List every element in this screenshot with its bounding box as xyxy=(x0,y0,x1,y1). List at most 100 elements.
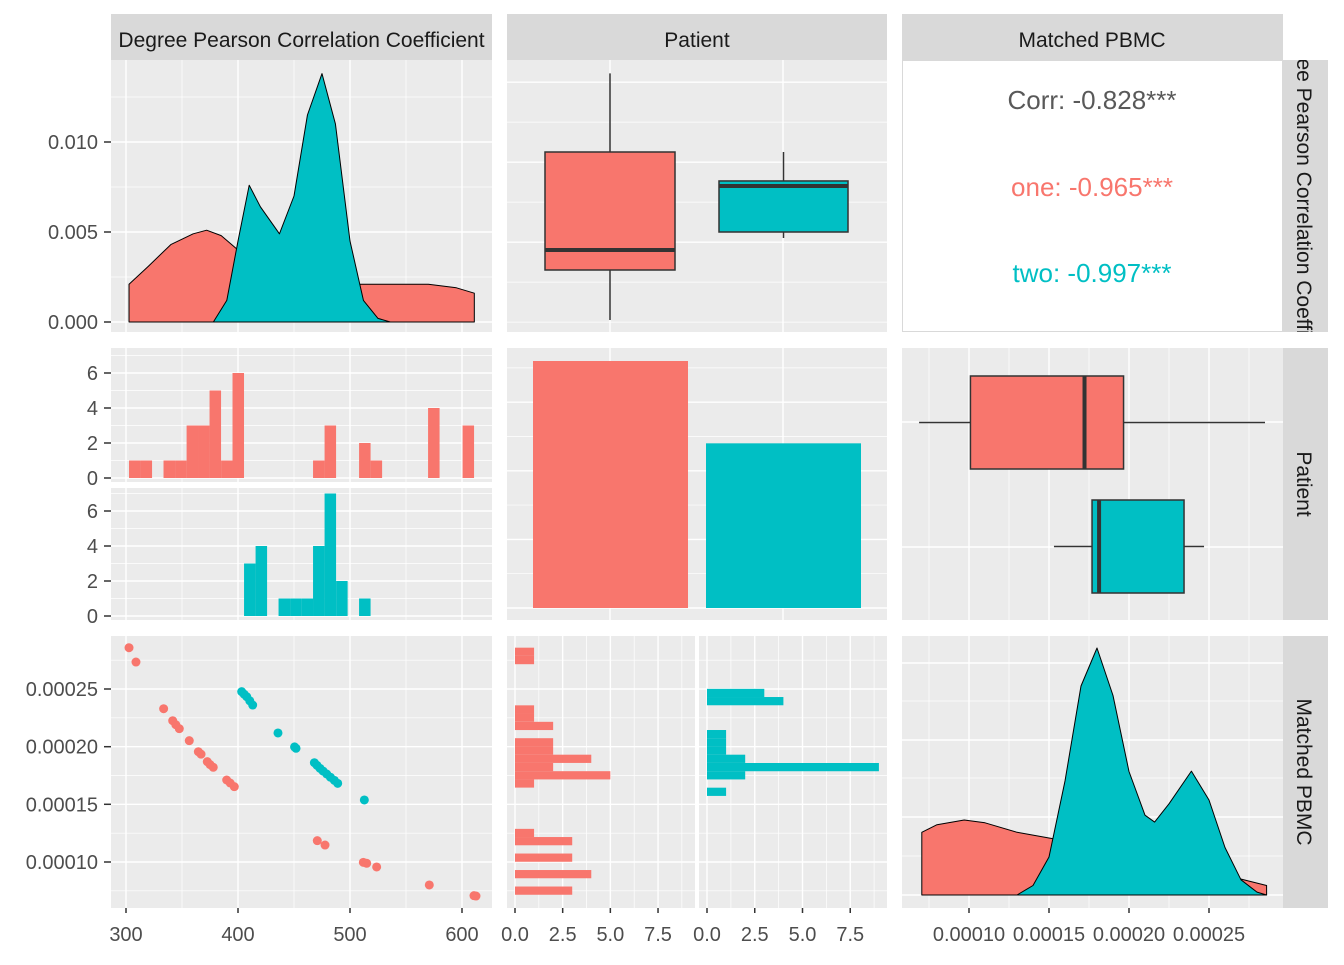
strip-col-1 xyxy=(111,14,492,60)
density-pearson-panel-content xyxy=(111,60,492,332)
box-two xyxy=(1091,499,1185,594)
histogram-bar-one xyxy=(175,460,187,478)
histogram-bar-one xyxy=(515,870,592,879)
boxplot-pbmc-panel xyxy=(902,348,1283,620)
density-area-two xyxy=(1016,647,1268,896)
box-one xyxy=(544,151,676,271)
x-tick-label: 0.00020 xyxy=(1093,924,1165,946)
histogram-bar-one xyxy=(221,460,233,478)
histogram-pearson-one-content xyxy=(111,348,492,482)
scatter-point-two xyxy=(248,700,258,710)
density-pbmc-panel-content xyxy=(902,636,1283,908)
scatter-point-two xyxy=(333,778,343,788)
histogram-bar-one xyxy=(462,425,475,478)
boxplot-pbmc-panel-content xyxy=(902,348,1283,620)
histogram-bar-one xyxy=(313,460,325,478)
histogram-bar-two xyxy=(359,598,371,616)
y-tick-label: 0.00010 xyxy=(26,852,98,874)
histogram-bar-two xyxy=(336,581,348,616)
histogram-bar-two xyxy=(707,771,746,780)
box-two xyxy=(718,180,849,233)
histogram-bar-one xyxy=(209,390,222,478)
histogram-bar-two xyxy=(278,598,291,616)
histogram-bar-one xyxy=(324,425,337,478)
scatter-point-one xyxy=(174,724,184,734)
histogram-bar-two xyxy=(301,598,314,616)
histogram-bar-two xyxy=(290,598,302,616)
x-tick-label: 300 xyxy=(109,924,142,946)
scatter-panel xyxy=(111,636,492,908)
y-tick-label: 0.00020 xyxy=(26,737,98,759)
scatter-point-one xyxy=(372,862,382,872)
histogram-bar-one xyxy=(515,762,554,772)
scatter-point-one xyxy=(362,858,372,868)
strip-col-3-label: Matched PBMC xyxy=(1018,29,1165,52)
y-tick-label: 6 xyxy=(87,501,98,523)
strip-row-1-label: Degree Pearson Correlation Coefficient xyxy=(1292,13,1315,379)
x-tick-label: 5.0 xyxy=(789,924,817,946)
histogram-bar-two xyxy=(707,762,879,772)
scatter-panel-bg xyxy=(111,636,492,908)
x-tick-label: 0.0 xyxy=(501,924,529,946)
bar-patient-panel-content xyxy=(507,348,887,620)
density-pbmc-panel xyxy=(902,636,1283,908)
scatter-point-one xyxy=(159,704,169,714)
histogram-bar-one xyxy=(515,837,573,846)
y-tick-label: 0 xyxy=(87,468,98,490)
column-strips: Degree Pearson Correlation Coefficient P… xyxy=(111,14,1283,60)
histogram-bar-one xyxy=(515,705,535,714)
bar-patient-panel xyxy=(507,348,887,620)
correlation-panel: Corr: -0.828*** one: -0.965*** two: -0.9… xyxy=(902,60,1283,332)
histogram-pearson-one xyxy=(111,348,492,482)
histogram-bar-two xyxy=(707,787,727,796)
count-bar-one xyxy=(533,361,688,608)
scatter-point-one xyxy=(196,749,206,759)
histogram-bar-two xyxy=(324,493,337,616)
histogram-bar-two xyxy=(707,754,746,763)
x-tick-label: 400 xyxy=(221,924,254,946)
count-bar-two xyxy=(706,443,861,608)
density-pearson-panel xyxy=(111,60,492,332)
histogram-bar-two xyxy=(707,730,727,739)
x-tick-label: 0.00015 xyxy=(1013,924,1085,946)
density-area-two xyxy=(212,73,391,323)
histogram-bar-one xyxy=(198,425,210,478)
histogram-bar-two xyxy=(707,697,784,706)
x-tick-label: 7.5 xyxy=(836,924,864,946)
histogram-bar-two xyxy=(244,563,256,616)
histogram-pearson-two-bg xyxy=(111,488,492,620)
strip-col-3 xyxy=(902,14,1283,60)
axes: 300 400 500 600 0.0 2.5 5.0 7.5 0.0 2.5 5.0 7.5 0.00… xyxy=(26,132,1245,946)
histogram-pearson-two xyxy=(111,488,492,620)
histogram-bar-one xyxy=(515,655,535,665)
box-one xyxy=(969,375,1125,470)
strip-row-3 xyxy=(1283,636,1328,908)
strip-row-1 xyxy=(1283,60,1328,332)
x-tick-label: 5.0 xyxy=(596,924,624,946)
histogram-bar-one xyxy=(359,443,371,478)
histogram-bar-one xyxy=(515,886,573,895)
x-tick-label: 600 xyxy=(445,924,478,946)
x-tick-label: 2.5 xyxy=(741,924,769,946)
x-tick-label: 0.00025 xyxy=(1173,924,1245,946)
histogram-bar-one xyxy=(515,738,554,747)
y-tick-label: 0.00015 xyxy=(26,794,98,816)
histogram-bar-one xyxy=(370,460,383,478)
y-tick-label: 0.00025 xyxy=(26,679,98,701)
histogram-bar-two xyxy=(707,746,727,755)
histogram-bar-two xyxy=(255,546,268,616)
scatter-point-one xyxy=(184,736,194,746)
scatter-point-one xyxy=(208,762,218,772)
corr-overall: Corr: -0.828*** xyxy=(1007,85,1176,115)
histogram-pbmc-one-content xyxy=(507,636,695,908)
strip-row-2 xyxy=(1283,348,1328,620)
histogram-bar-one xyxy=(163,460,176,478)
scatter-point-two xyxy=(291,743,301,753)
scatter-panel-content xyxy=(111,636,492,908)
histogram-bar-one xyxy=(515,828,535,838)
scatter-point-one xyxy=(124,643,134,653)
histogram-bar-one xyxy=(515,771,611,780)
scatter-point-one xyxy=(312,836,322,846)
scatter-point-one xyxy=(229,782,239,792)
